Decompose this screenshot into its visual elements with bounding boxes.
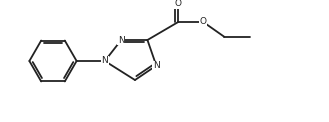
Text: O: O [200,17,207,26]
Text: N: N [101,56,108,66]
Text: N: N [153,61,160,70]
Text: O: O [175,0,182,8]
Text: N: N [118,36,125,45]
